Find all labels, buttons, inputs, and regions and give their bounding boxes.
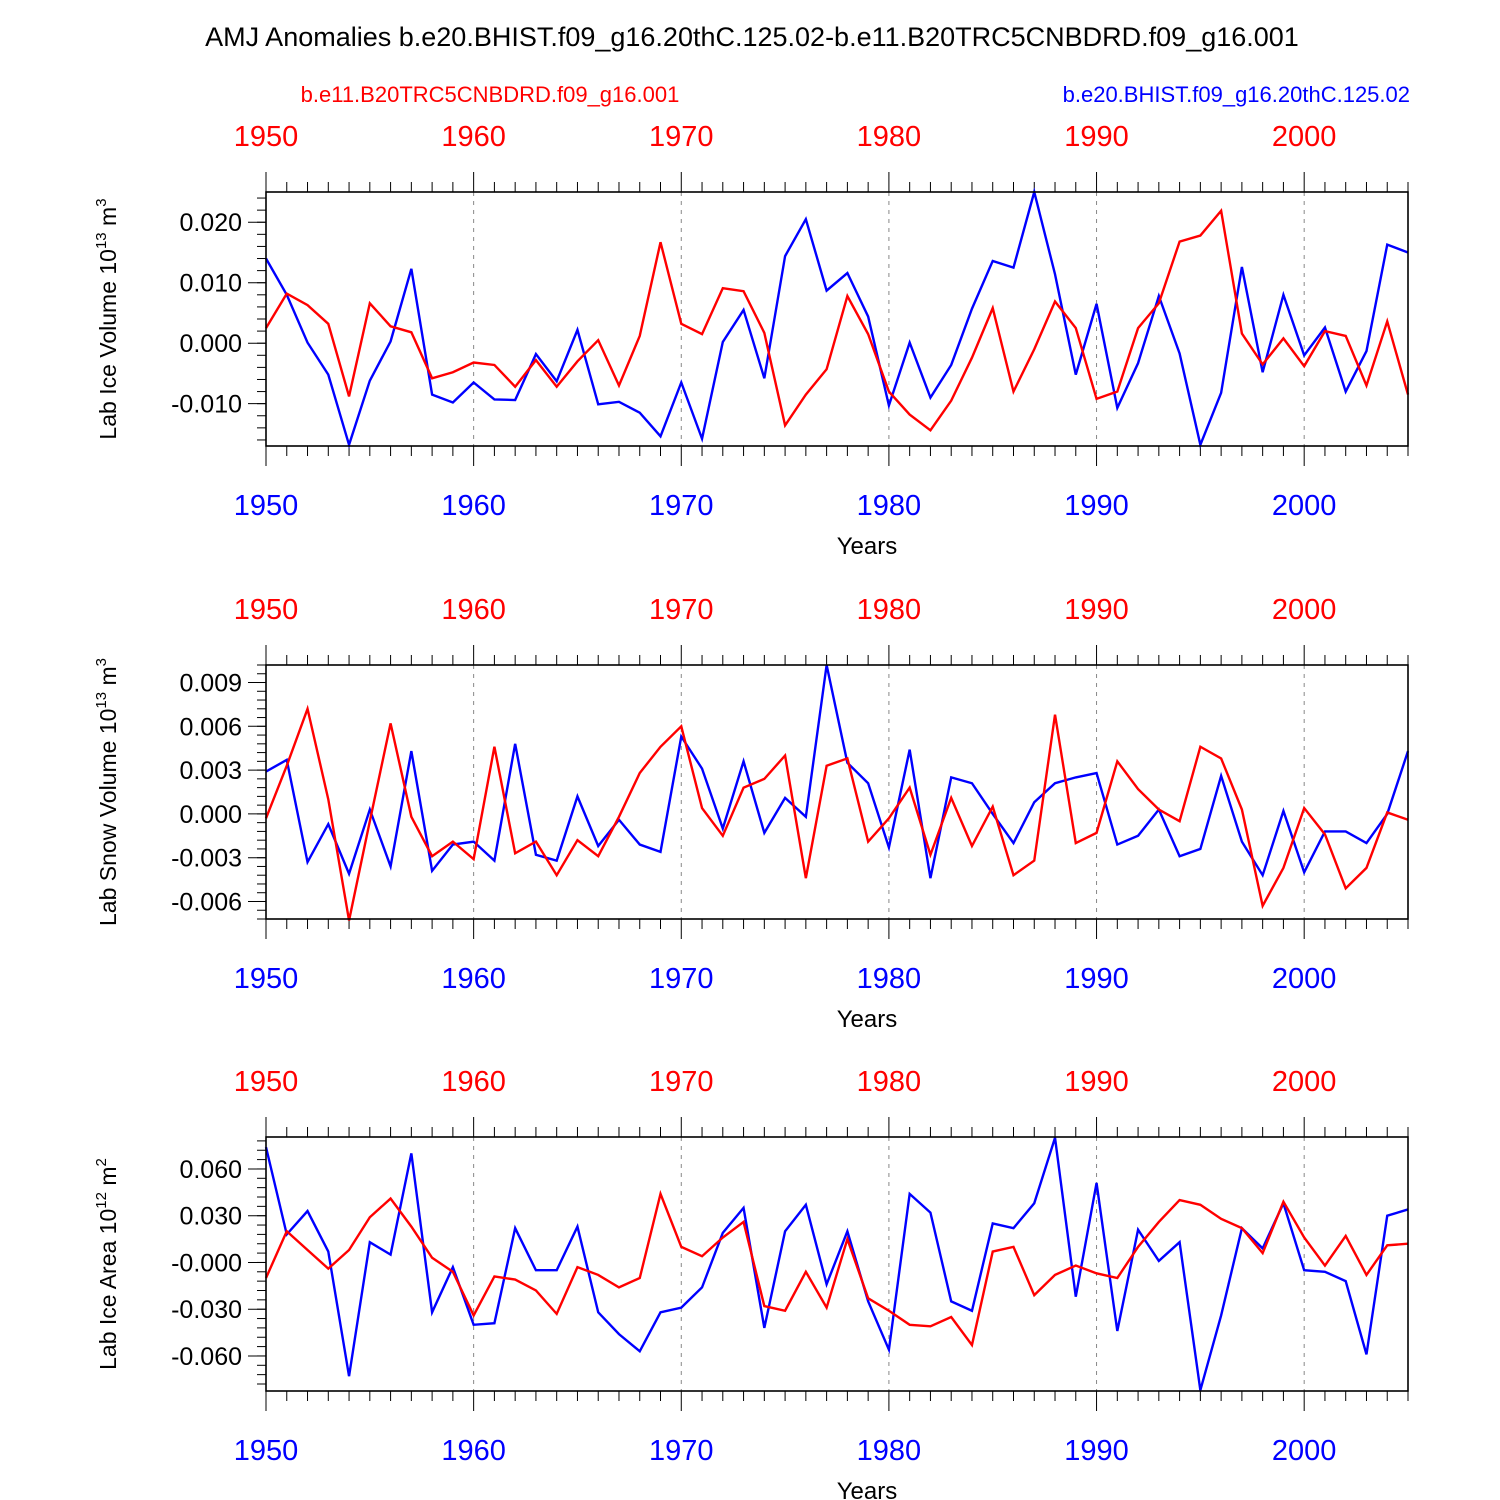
- chart-panels: 0.020 0.010 0.000 -0.010 1950 1950 1960 1960 197…: [93, 121, 1410, 1500]
- y-tick-label: -0.060: [171, 1343, 242, 1371]
- y-tick-label: 0.000: [179, 330, 242, 358]
- plot-frame: [265, 664, 1409, 920]
- chart-panel-1: 0.020 0.010 0.000 -0.010 1950 1950 1960 1960 197…: [93, 121, 1410, 560]
- x-tick-label-bottom: 1970: [649, 963, 714, 995]
- x-tick-label-bottom: 1990: [1064, 1435, 1129, 1467]
- x-tick-label-top: 1980: [857, 121, 922, 153]
- y-axis-label: Lab Snow Volume 1013 m3: [93, 658, 121, 926]
- x-tick-label-top: 1950: [234, 1066, 299, 1098]
- plot-frame: [265, 191, 1409, 447]
- x-tick-label-top: 1980: [857, 594, 922, 626]
- x-tick-label-top: 2000: [1272, 594, 1337, 626]
- y-tick-label: 0.009: [179, 670, 242, 698]
- x-tick-label-top: 1950: [234, 594, 299, 626]
- x-axis-label: Years: [837, 1478, 898, 1500]
- x-tick-label-bottom: 1980: [857, 1435, 922, 1467]
- y-axis-label-superscript: 3: [93, 658, 110, 666]
- x-tick-label-bottom: 1980: [857, 490, 922, 522]
- y-axis-label-unit: m: [95, 207, 121, 233]
- x-tick-label-top: 1990: [1064, 1066, 1129, 1098]
- x-tick-label-top: 1950: [234, 121, 299, 153]
- x-tick-label-bottom: 1950: [234, 1435, 299, 1467]
- chart-panel-3: 0.060 0.030 -0.000 -0.030 -0.060 1950 1950 1960…: [93, 1066, 1409, 1500]
- y-tick-label: 0.010: [179, 270, 242, 298]
- series-line-red: [264, 1189, 1409, 1348]
- y-tick-label: 0.006: [179, 713, 242, 741]
- x-tick-label-top: 1960: [441, 121, 506, 153]
- x-tick-label-bottom: 1990: [1064, 963, 1129, 995]
- plot-frame: [265, 1136, 1409, 1392]
- x-tick-label-top: 1970: [649, 1066, 714, 1098]
- y-axis-label-unit: m: [95, 666, 121, 692]
- figure-title: AMJ Anomalies b.e20.BHIST.f09_g16.20thC.…: [205, 22, 1299, 52]
- x-tick-label-top: 1990: [1064, 594, 1129, 626]
- y-axis-label-superscript: 3: [93, 198, 110, 206]
- x-tick-label-bottom: 2000: [1272, 490, 1337, 522]
- x-axis-label: Years: [837, 1006, 898, 1033]
- y-axis-label: Lab Ice Volume 1013 m3: [93, 198, 121, 439]
- x-tick-label-top: 2000: [1272, 1066, 1337, 1098]
- x-tick-label-top: 1960: [441, 1066, 506, 1098]
- x-tick-label-bottom: 1980: [857, 963, 922, 995]
- series-line-red: [264, 207, 1410, 432]
- legend-red-label: b.e11.B20TRC5CNBDRD.f09_g16.001: [301, 82, 680, 107]
- y-tick-label: -0.003: [171, 845, 242, 873]
- y-axis-label-unit: m: [95, 1166, 121, 1192]
- series-line-red: [264, 704, 1409, 921]
- y-tick-label: 0.060: [179, 1156, 242, 1184]
- y-tick-label: 0.000: [179, 801, 242, 829]
- y-axis-label-superscript: 12: [93, 1192, 110, 1209]
- x-tick-label-bottom: 1950: [234, 490, 299, 522]
- x-axis-label: Years: [837, 533, 898, 560]
- y-axis-label-text: Lab Ice Volume 10: [95, 249, 121, 440]
- y-tick-label: 0.020: [179, 209, 242, 237]
- y-tick-label: 0.003: [179, 757, 242, 785]
- legend-blue-label: b.e20.BHIST.f09_g16.20thC.125.02: [1063, 82, 1410, 107]
- y-axis-label-text: Lab Ice Area 10: [95, 1209, 121, 1370]
- x-tick-label-bottom: 1960: [441, 490, 506, 522]
- y-axis-label-superscript: 13: [93, 692, 110, 709]
- y-axis-label: Lab Ice Area 1012 m2: [93, 1158, 121, 1370]
- y-tick-label: -0.000: [171, 1249, 242, 1277]
- x-tick-label-top: 1970: [649, 121, 714, 153]
- x-tick-label-top: 1980: [857, 1066, 922, 1098]
- x-tick-label-bottom: 1970: [649, 1435, 714, 1467]
- y-axis-label-superscript: 13: [93, 232, 110, 249]
- x-tick-label-top: 1970: [649, 594, 714, 626]
- y-tick-label: -0.010: [171, 391, 242, 419]
- x-tick-label-top: 1960: [441, 594, 506, 626]
- y-axis-label-text: Lab Snow Volume 10: [95, 709, 121, 926]
- x-tick-label-top: 1990: [1064, 121, 1129, 153]
- series-line-blue: [264, 187, 1409, 449]
- x-tick-label-bottom: 1960: [441, 963, 506, 995]
- y-axis-label-superscript: 2: [93, 1158, 110, 1166]
- x-tick-label-bottom: 2000: [1272, 1435, 1337, 1467]
- x-tick-label-bottom: 1970: [649, 490, 714, 522]
- x-tick-label-bottom: 1990: [1064, 490, 1129, 522]
- x-tick-label-top: 2000: [1272, 121, 1337, 153]
- chart-panel-2: 0.009 0.006 0.003 0.000 -0.003 -0.006 1950 1950…: [93, 594, 1410, 1033]
- x-tick-label-bottom: 2000: [1272, 963, 1337, 995]
- x-tick-label-bottom: 1960: [441, 1435, 506, 1467]
- x-tick-label-bottom: 1950: [234, 963, 299, 995]
- y-tick-label: -0.030: [171, 1296, 242, 1324]
- y-tick-label: 0.030: [179, 1203, 242, 1231]
- y-tick-label: -0.006: [171, 888, 242, 916]
